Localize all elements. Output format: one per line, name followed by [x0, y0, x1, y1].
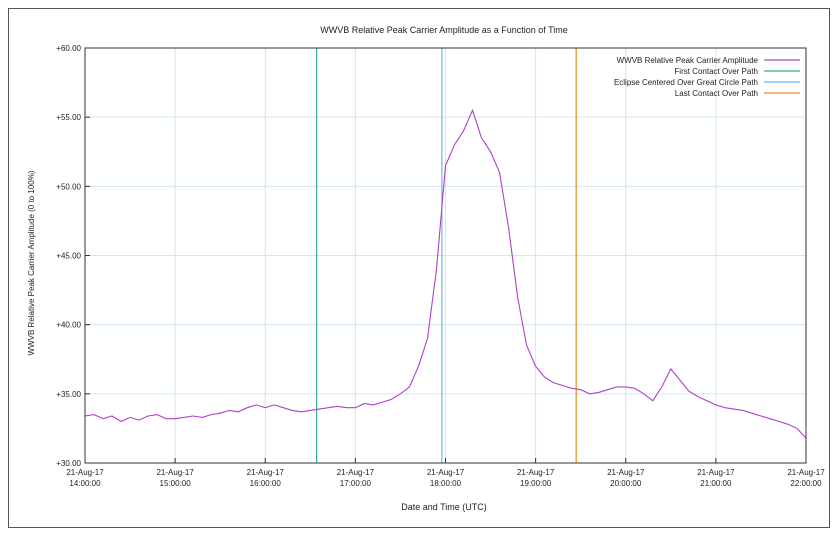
- grid-lines: [85, 48, 806, 463]
- y-tick-label: +60.00: [56, 44, 81, 53]
- y-tick-label: +35.00: [56, 390, 81, 399]
- x-tick-label-time: 20:00:00: [610, 479, 642, 488]
- legend: WWVB Relative Peak Carrier Amplitude Firs…: [614, 56, 800, 98]
- x-tick-label-time: 16:00:00: [250, 479, 282, 488]
- y-tick-label: +40.00: [56, 321, 81, 330]
- legend-label: Last Contact Over Path: [675, 89, 758, 98]
- legend-label: First Contact Over Path: [674, 67, 758, 76]
- chart-title: WWVB Relative Peak Carrier Amplitude as …: [320, 25, 568, 35]
- x-axis-ticks: 21-Aug-17 14:00:00 21-Aug-17 15:00:00 21-Aug…: [66, 458, 825, 488]
- x-tick-label-date: 21-Aug-17: [66, 468, 104, 477]
- chart-border: [8, 8, 830, 528]
- legend-label: WWVB Relative Peak Carrier Amplitude: [617, 56, 759, 65]
- x-tick-label-date: 21-Aug-17: [517, 468, 555, 477]
- x-tick-label-date: 21-Aug-17: [607, 468, 645, 477]
- x-tick-label-time: 17:00:00: [340, 479, 372, 488]
- x-tick-label-date: 21-Aug-17: [156, 468, 194, 477]
- x-tick-label-time: 22:00:00: [790, 479, 822, 488]
- legend-label: Eclipse Centered Over Great Circle Path: [614, 78, 758, 87]
- x-tick-label-time: 21:00:00: [700, 479, 732, 488]
- x-tick-label-date: 21-Aug-17: [427, 468, 465, 477]
- y-tick-label: +30.00: [56, 459, 81, 468]
- x-tick-label-date: 21-Aug-17: [247, 468, 285, 477]
- x-tick-label-time: 19:00:00: [520, 479, 552, 488]
- x-tick-label-time: 15:00:00: [160, 479, 192, 488]
- x-tick-label-time: 14:00:00: [69, 479, 101, 488]
- x-axis-label: Date and Time (UTC): [401, 502, 487, 512]
- y-tick-label: +45.00: [56, 252, 81, 261]
- x-tick-label-time: 18:00:00: [430, 479, 462, 488]
- x-tick-label-date: 21-Aug-17: [337, 468, 375, 477]
- y-axis-label: WWVB Relative Peak Carrier Amplitude (0 …: [27, 170, 36, 355]
- y-tick-label: +55.00: [56, 113, 81, 122]
- y-tick-label: +50.00: [56, 182, 81, 191]
- x-tick-label-date: 21-Aug-17: [697, 468, 735, 477]
- x-tick-label-date: 21-Aug-17: [787, 468, 825, 477]
- y-axis-ticks: +30.00 +35.00 +40.00 +45.00 +50.00 +55.00 +60.…: [56, 44, 90, 468]
- event-lines: [316, 48, 577, 463]
- series-line-amplitude: [84, 108, 807, 439]
